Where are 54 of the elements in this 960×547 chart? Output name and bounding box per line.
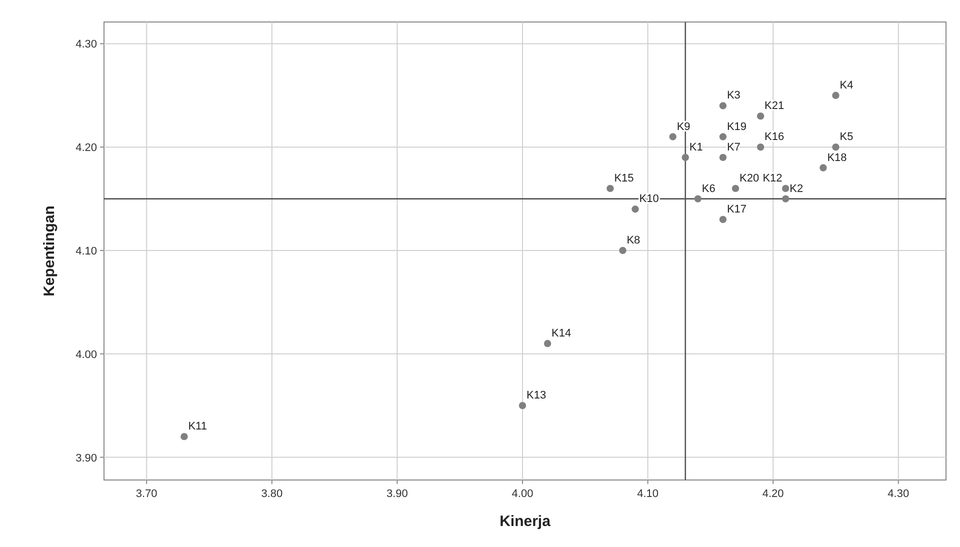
annotation: K14	[552, 328, 572, 340]
point	[669, 133, 676, 140]
point	[820, 164, 827, 172]
point	[732, 184, 740, 192]
x-tick-label: 4.20	[762, 488, 784, 500]
x-tick-label: 4.00	[512, 488, 534, 500]
x-tick-label: 3.70	[136, 488, 158, 500]
annotation: K4	[840, 79, 854, 92]
point	[719, 154, 727, 162]
y-tick-label: 3.90	[76, 452, 97, 464]
y-tick-label: 4.30	[76, 38, 97, 51]
annotation: K15	[614, 172, 634, 184]
point	[832, 143, 840, 151]
annotation: K18	[827, 152, 847, 164]
annotation: K20	[740, 172, 760, 184]
annotation: K7	[726, 141, 740, 154]
point	[782, 195, 790, 202]
point	[544, 340, 552, 348]
point	[694, 195, 702, 202]
annotation: K5	[840, 131, 854, 144]
x-tick-label: 4.30	[888, 488, 910, 500]
annotation: K8	[626, 234, 640, 246]
annotation: K16	[764, 131, 784, 144]
annotation: K19	[726, 120, 747, 133]
x-tick-label: 3.80	[261, 488, 283, 500]
y-axis-title: Kepentingan	[41, 206, 58, 296]
x-axis-title: Kinerja	[500, 513, 552, 530]
annotation: K2	[790, 182, 804, 195]
annotation: K11	[188, 420, 207, 433]
point	[756, 112, 764, 120]
point	[719, 216, 727, 224]
point	[719, 102, 727, 110]
annotation: K17	[726, 203, 747, 216]
x-tick-label: 4.10	[637, 488, 659, 500]
point	[832, 92, 840, 100]
point	[606, 184, 614, 192]
y-tick-label: 4.00	[76, 348, 97, 361]
annotation: K13	[526, 390, 546, 402]
y-tick-label: 4.10	[76, 245, 97, 258]
annotation: K6	[702, 182, 716, 195]
x-tick-label: 3.90	[386, 488, 408, 500]
point	[756, 143, 764, 151]
annotation: K21	[764, 100, 784, 112]
point	[782, 184, 790, 192]
point	[632, 206, 639, 213]
point	[518, 402, 526, 410]
annotation: K3	[726, 90, 740, 102]
y-tick-label: 4.20	[76, 142, 97, 154]
annotation: K12	[762, 172, 782, 184]
point	[180, 432, 188, 440]
point	[719, 133, 727, 140]
point	[682, 154, 689, 162]
point	[619, 246, 626, 254]
annotation: K1	[689, 141, 703, 154]
